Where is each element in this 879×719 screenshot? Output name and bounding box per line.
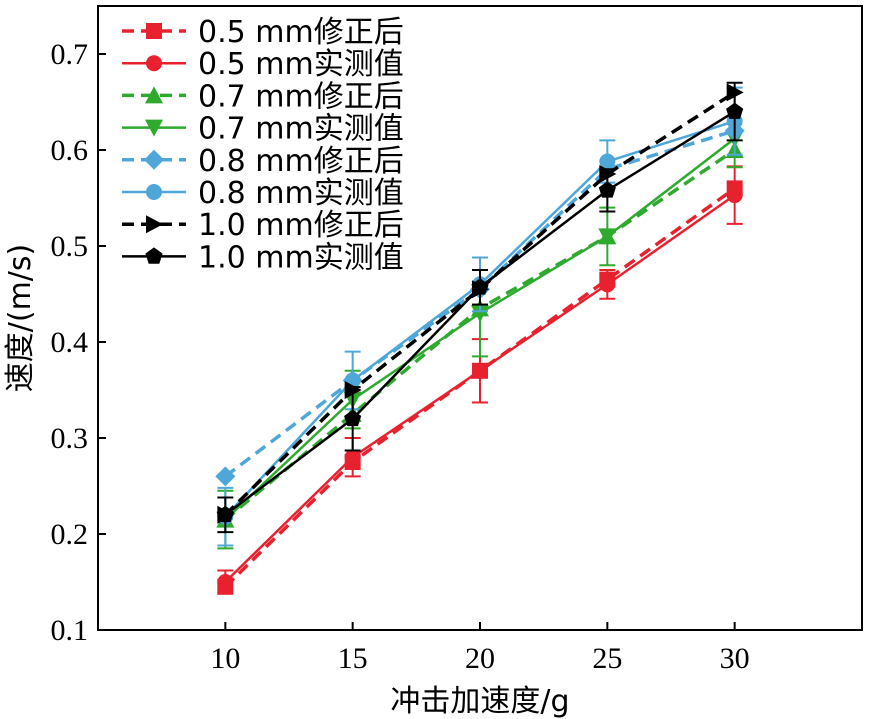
legend-entry: 1.0 mm修正后 <box>122 208 404 243</box>
series-1 <box>217 165 743 595</box>
ticks-layer: 10 15 20 25 30 0.1 0.2 0.3 0.4 0.5 0.6 0.7 <box>51 38 750 675</box>
x-tick-label: 10 <box>210 642 240 675</box>
legend-label: 0.5 mm修正后 <box>198 15 404 50</box>
legend-marker <box>145 247 163 264</box>
data-point <box>344 409 362 427</box>
data-point <box>598 228 617 246</box>
legend-entry: 0.5 mm实测值 <box>122 47 404 82</box>
legend-marker <box>145 86 163 104</box>
legend-entry: 0.5 mm修正后 <box>122 15 404 50</box>
data-point <box>471 305 489 323</box>
legend-marker <box>145 119 163 137</box>
legend-label: 0.5 mm实测值 <box>198 47 404 82</box>
legend-label: 1.0 mm实测值 <box>198 240 404 275</box>
data-point <box>726 187 743 204</box>
series-layer <box>215 81 745 595</box>
series-line <box>224 90 736 517</box>
legend-entry: 0.7 mm修正后 <box>122 79 404 114</box>
data-point <box>598 181 616 198</box>
data-point <box>344 449 361 466</box>
legend-label: 0.8 mm实测值 <box>198 176 404 211</box>
x-axis-title: 冲击加速度/g <box>390 684 569 719</box>
series-line <box>224 129 736 478</box>
legend-entry: 0.8 mm实测值 <box>122 176 404 211</box>
legend-marker <box>146 23 162 39</box>
legend-entry: 0.7 mm实测值 <box>122 112 404 147</box>
series-7 <box>216 81 744 534</box>
y-tick-label: 0.4 <box>51 326 89 359</box>
legend-entry: 0.8 mm修正后 <box>122 144 404 179</box>
y-tick-label: 0.2 <box>51 518 89 551</box>
data-point <box>217 574 234 590</box>
legend-label: 0.7 mm实测值 <box>198 112 404 147</box>
legend-marker <box>146 184 162 200</box>
y-tick-label: 0.5 <box>51 230 89 263</box>
x-tick-label: 20 <box>465 642 495 675</box>
y-tick-label: 0.3 <box>51 422 89 455</box>
y-tick-label: 0.1 <box>51 614 89 647</box>
legend-marker <box>144 149 164 170</box>
legend-entry: 1.0 mm实测值 <box>122 240 404 275</box>
data-point <box>599 276 616 293</box>
y-tick-label: 0.6 <box>51 134 89 167</box>
legend-label: 1.0 mm修正后 <box>198 208 404 243</box>
legend-marker <box>146 55 162 72</box>
x-tick-label: 25 <box>592 642 622 675</box>
data-point <box>215 466 236 487</box>
x-tick-label: 15 <box>338 642 368 675</box>
data-point <box>472 362 488 379</box>
data-point <box>216 505 234 523</box>
data-point <box>471 278 489 295</box>
y-axis-title: 速度/(m/s) <box>3 244 38 392</box>
legend-label: 0.8 mm修正后 <box>198 144 404 179</box>
data-point <box>599 153 616 170</box>
x-tick-label: 30 <box>720 642 750 675</box>
legend-label: 0.7 mm修正后 <box>198 79 404 114</box>
data-point <box>726 102 744 119</box>
legend-marker <box>146 215 163 234</box>
y-tick-label: 0.7 <box>51 38 89 71</box>
